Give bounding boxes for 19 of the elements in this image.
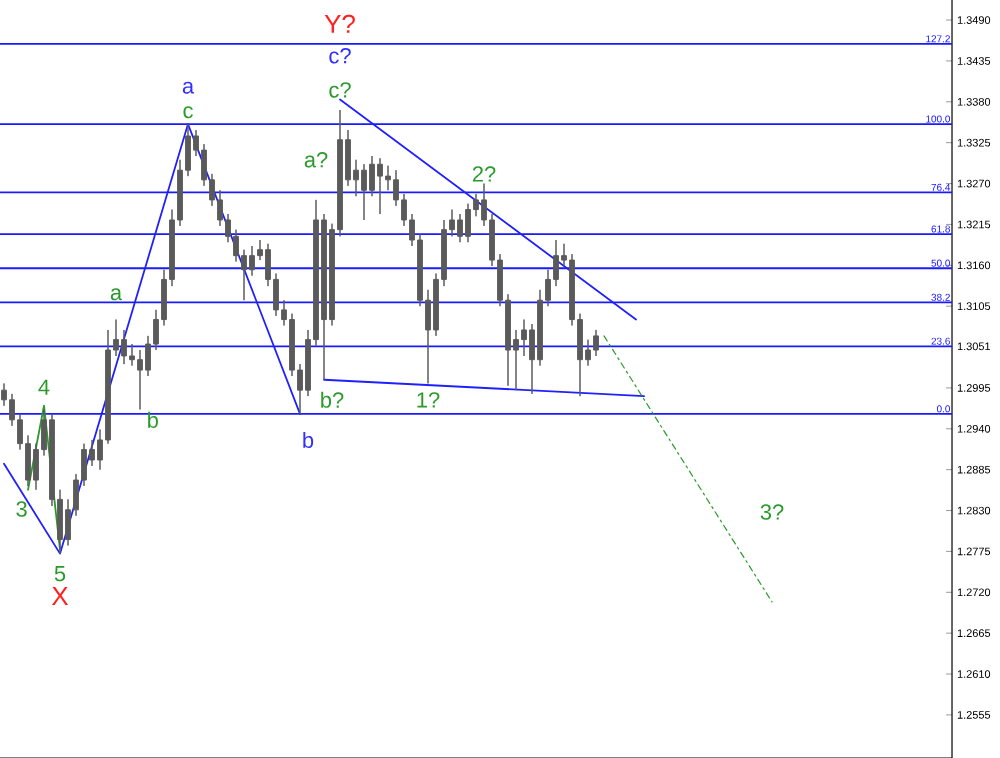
candlestick	[377, 157, 383, 215]
annotation: c?	[329, 82, 351, 98]
annotation: 1?	[417, 392, 440, 408]
annotation: a	[110, 288, 123, 301]
annotation: X	[51, 587, 69, 605]
annotation: 3?	[760, 504, 784, 520]
candlestick	[361, 163, 367, 221]
annotation: b	[303, 431, 314, 448]
annotation: a?	[304, 152, 328, 168]
annotation: b	[148, 411, 158, 428]
annotation: Y?	[324, 14, 355, 33]
annotation: c?	[329, 47, 351, 64]
annotation: c	[183, 106, 193, 119]
annotation: a	[182, 81, 195, 94]
annotation: 5	[54, 566, 66, 582]
annotation: 4	[38, 379, 50, 395]
annotation: b?	[321, 391, 344, 408]
annotation: 2?	[472, 166, 496, 182]
annotation: 3	[16, 501, 27, 517]
